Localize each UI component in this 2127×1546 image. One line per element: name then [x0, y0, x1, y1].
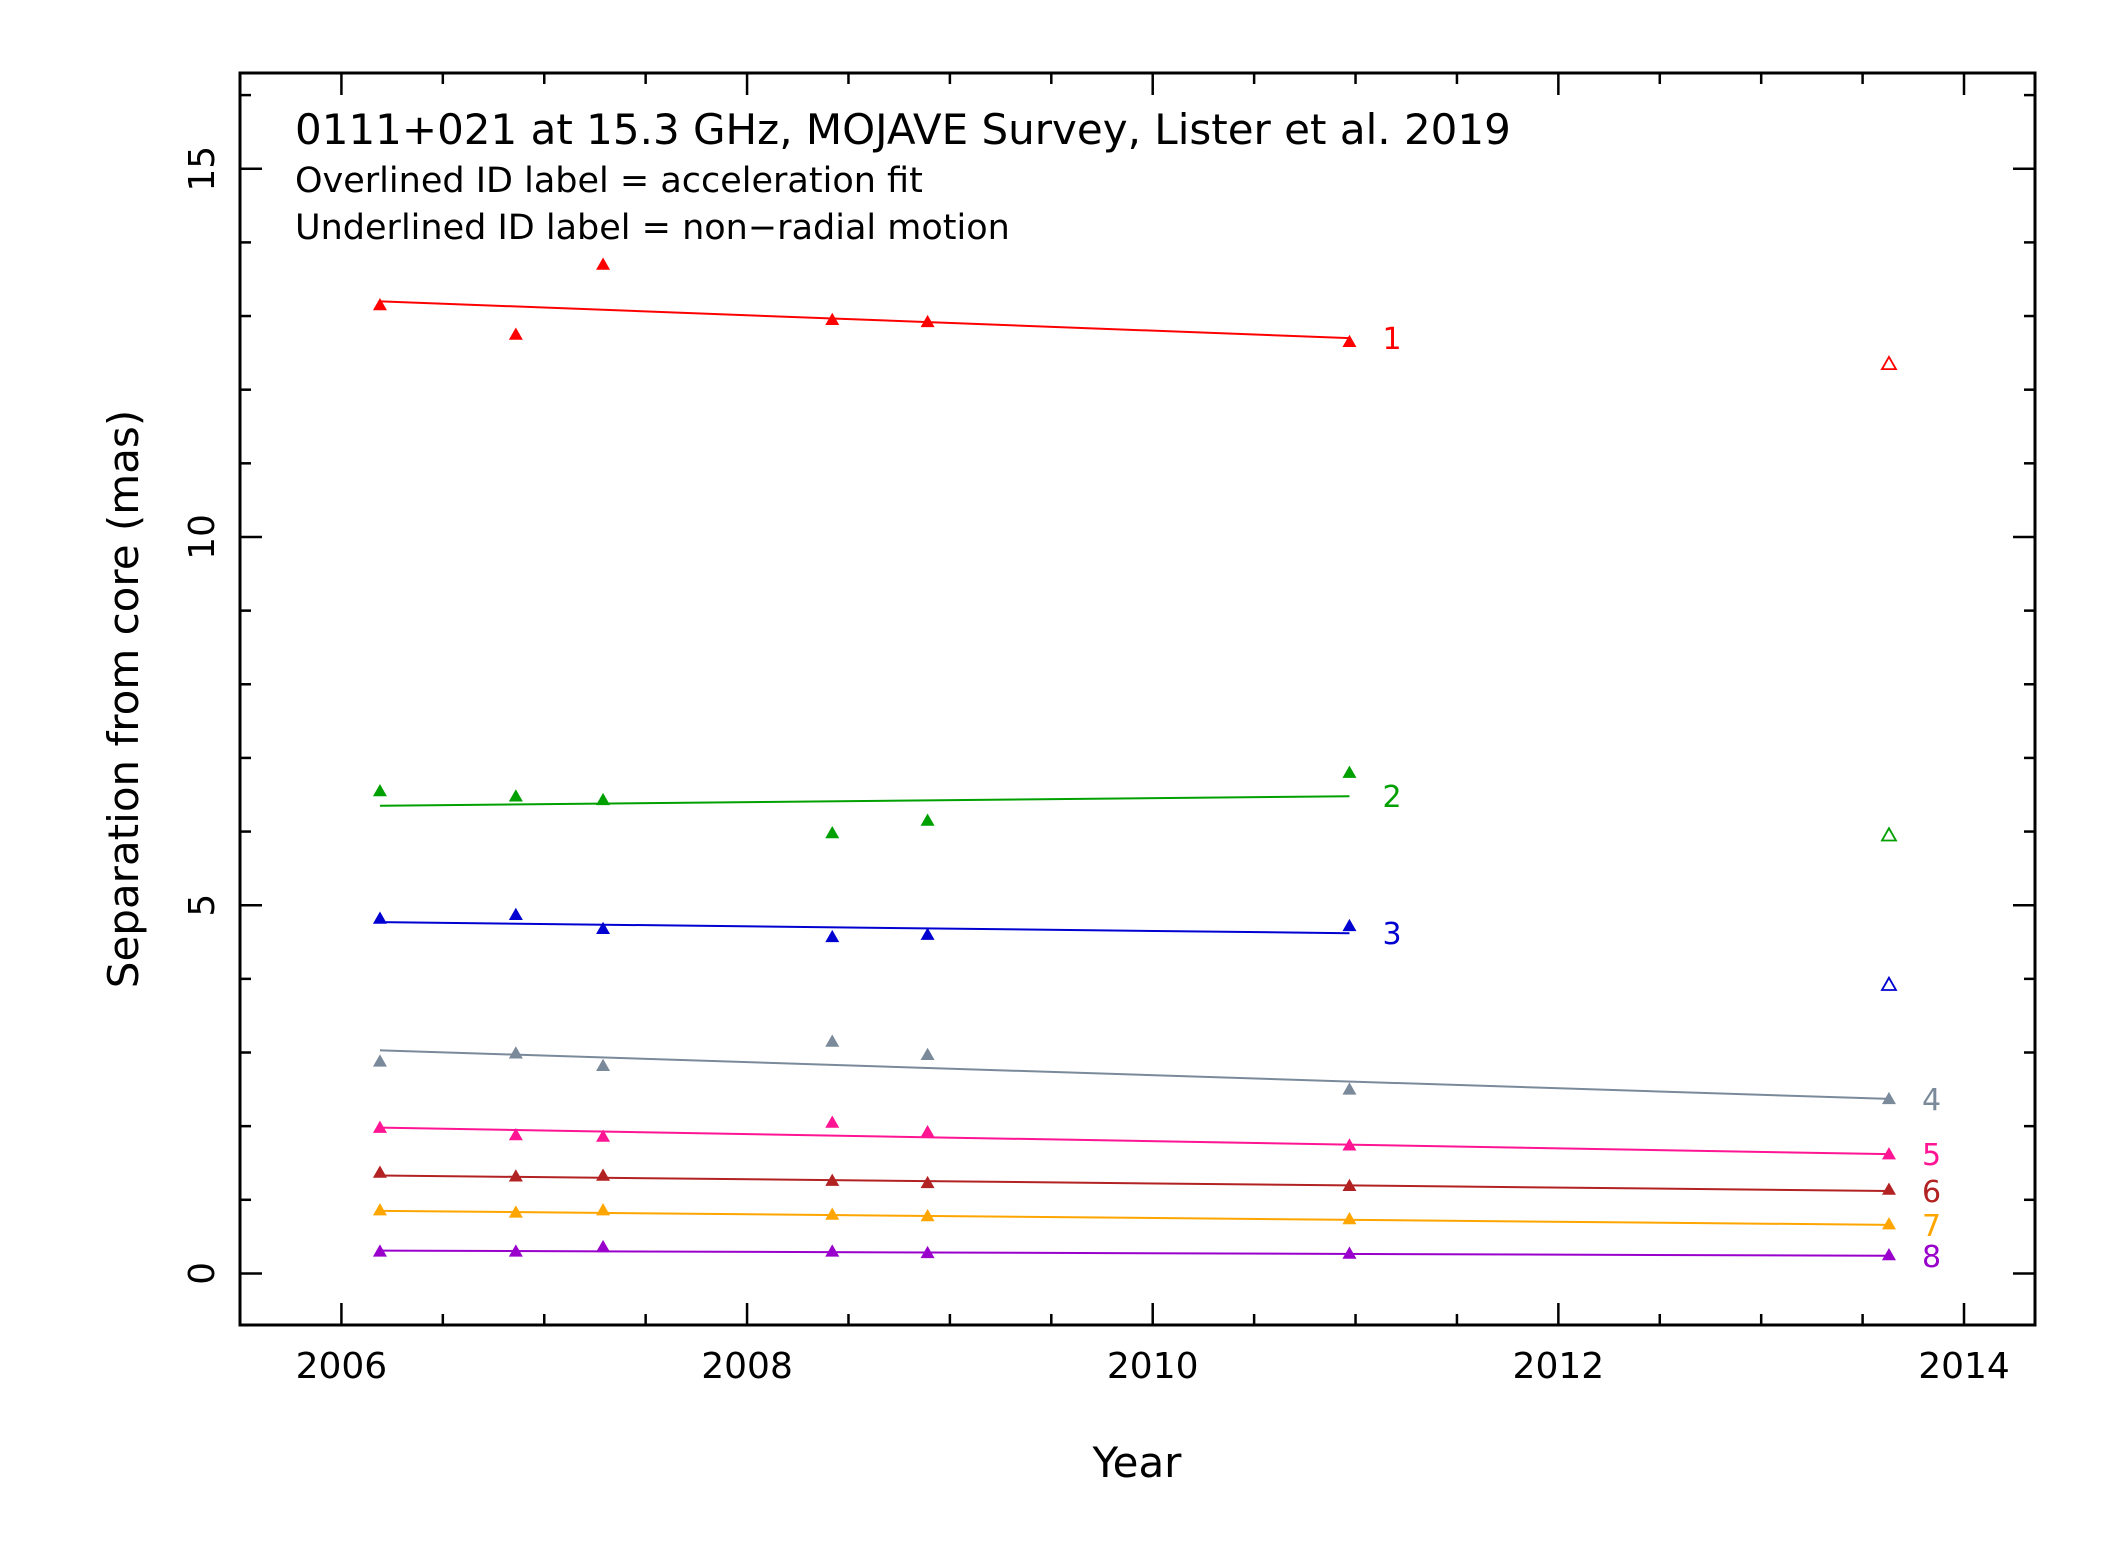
marker-series-6 — [372, 1165, 387, 1178]
chart-note-overlined: Overlined ID label = acceleration fit — [295, 161, 923, 201]
marker-series-2 — [920, 813, 935, 826]
marker-series-8 — [596, 1239, 611, 1253]
marker-series-2 — [372, 784, 387, 797]
marker-series-3 — [508, 907, 523, 921]
y-axis-label: Separation from core (mas) — [99, 410, 148, 988]
fit-line-4 — [379, 1049, 1889, 1100]
marker-series-3 — [372, 911, 387, 924]
marker-series-3 — [825, 929, 840, 943]
fit-line-3 — [379, 921, 1350, 935]
marker-series-5 — [920, 1125, 935, 1138]
marker-series-6 — [1342, 1178, 1357, 1192]
series-label-1: 1 — [1382, 322, 1401, 357]
marker-series-6 — [596, 1168, 611, 1181]
marker-series-1 — [1342, 334, 1357, 348]
fit-lines — [379, 300, 1889, 1257]
x-tick-label: 2006 — [296, 1346, 388, 1387]
marker-series-2 — [825, 826, 840, 839]
marker-series-7 — [372, 1203, 387, 1216]
marker-series-6 — [1881, 1182, 1896, 1195]
marker-series-7 — [825, 1207, 840, 1220]
fit-line-8 — [379, 1249, 1889, 1257]
marker-series-1 — [825, 312, 840, 325]
marker-series-3 — [1342, 918, 1357, 932]
marker-series-4 — [1342, 1082, 1357, 1095]
marker-series-8 — [372, 1244, 387, 1257]
open-marker-series-3 — [1880, 975, 1898, 991]
series-label-3: 3 — [1382, 917, 1401, 952]
marker-series-1 — [372, 297, 387, 311]
marker-series-5 — [1881, 1147, 1896, 1160]
y-tick-label: 5 — [182, 894, 223, 917]
y-tick-label: 10 — [182, 514, 223, 560]
series-label-7: 7 — [1922, 1209, 1941, 1244]
marker-series-4 — [825, 1034, 840, 1047]
fit-line-7 — [379, 1209, 1889, 1226]
data-markers — [372, 257, 1898, 1261]
fit-line-1 — [379, 300, 1350, 340]
marker-series-4 — [372, 1054, 387, 1067]
marker-series-7 — [1881, 1217, 1896, 1230]
marker-series-6 — [508, 1169, 523, 1182]
marker-series-8 — [825, 1244, 840, 1257]
marker-series-4 — [1881, 1091, 1896, 1105]
marker-series-8 — [920, 1245, 935, 1259]
axis-ticks — [238, 73, 2035, 1325]
chart-note-underlined: Underlined ID label = non−radial motion — [295, 208, 1010, 248]
marker-series-5 — [825, 1115, 840, 1128]
open-marker-series-2 — [1880, 826, 1898, 842]
marker-series-4 — [920, 1047, 935, 1060]
marker-series-7 — [1342, 1211, 1357, 1225]
x-tick-label: 2014 — [1918, 1346, 2010, 1387]
open-marker-series-1 — [1880, 355, 1898, 371]
marker-series-8 — [508, 1244, 523, 1257]
marker-series-8 — [1881, 1248, 1896, 1261]
marker-series-5 — [1342, 1138, 1357, 1151]
marker-series-6 — [920, 1175, 935, 1189]
marker-series-5 — [372, 1120, 387, 1133]
x-tick-label: 2012 — [1513, 1346, 1605, 1387]
series-label-2: 2 — [1382, 780, 1401, 815]
series-label-4: 4 — [1922, 1083, 1941, 1118]
fit-line-6 — [379, 1174, 1889, 1192]
marker-series-1 — [596, 257, 611, 270]
marker-series-7 — [508, 1205, 523, 1218]
marker-series-3 — [596, 921, 611, 935]
x-tick-label: 2008 — [701, 1346, 793, 1387]
marker-series-3 — [920, 927, 935, 940]
marker-series-1 — [920, 314, 935, 328]
plot-frame — [238, 71, 2037, 1327]
series-label-5: 5 — [1922, 1138, 1941, 1173]
marker-series-4 — [508, 1046, 523, 1059]
marker-series-6 — [825, 1173, 840, 1186]
marker-series-5 — [508, 1127, 523, 1141]
marker-series-2 — [596, 792, 611, 806]
chart-title: 0111+021 at 15.3 GHz, MOJAVE Survey, Lis… — [295, 105, 1511, 154]
marker-series-2 — [508, 789, 523, 802]
marker-series-4 — [596, 1058, 611, 1072]
marker-series-2 — [1342, 765, 1357, 778]
marker-series-5 — [596, 1129, 611, 1142]
y-tick-label: 15 — [182, 146, 223, 192]
marker-series-8 — [1342, 1246, 1357, 1259]
x-axis-label: Year — [1092, 1438, 1183, 1487]
y-tick-label: 0 — [182, 1262, 223, 1285]
marker-series-1 — [508, 327, 523, 340]
marker-series-7 — [920, 1209, 935, 1222]
marker-series-7 — [596, 1203, 611, 1216]
x-tick-label: 2010 — [1107, 1346, 1199, 1387]
fit-line-5 — [379, 1126, 1889, 1156]
series-label-8: 8 — [1922, 1240, 1941, 1275]
fit-line-2 — [379, 795, 1350, 807]
series-label-6: 6 — [1922, 1175, 1941, 1210]
